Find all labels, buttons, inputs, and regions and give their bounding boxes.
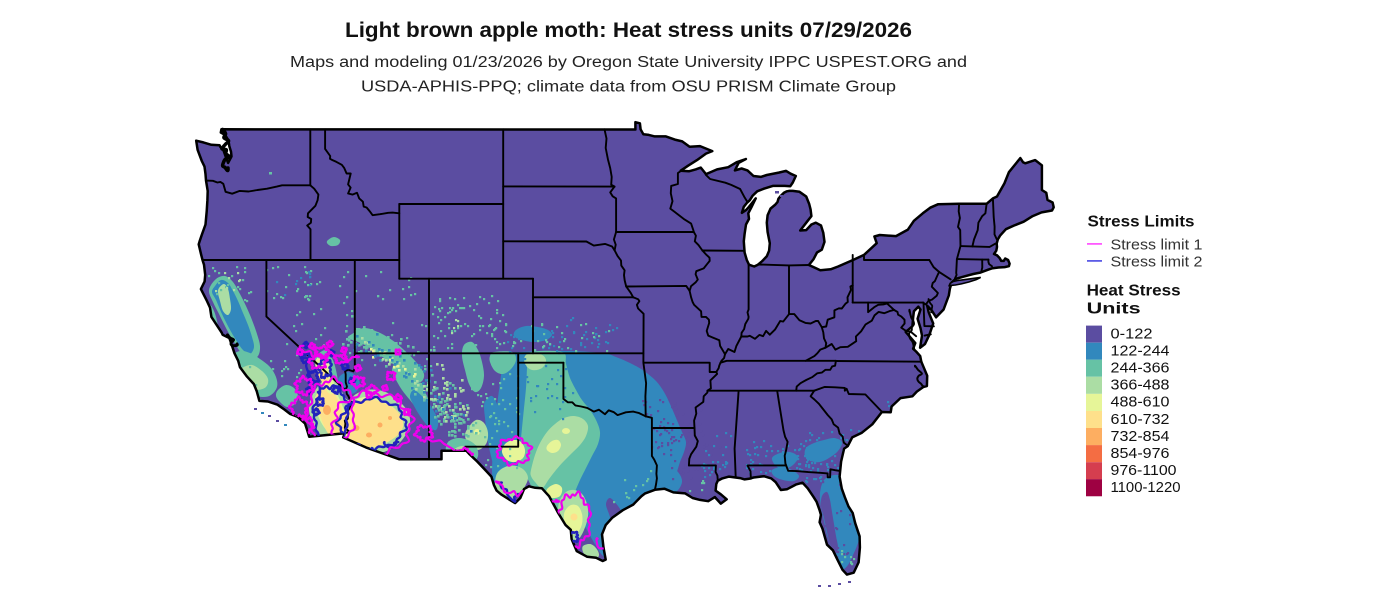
svg-text:610-732: 610-732 [1111, 412, 1170, 428]
svg-text:Maps and modeling 01/23/2026 b: Maps and modeling 01/23/2026 by Oregon S… [290, 54, 967, 71]
svg-text:976-1100: 976-1100 [1111, 463, 1177, 479]
svg-text:Stress limit 1: Stress limit 1 [1111, 237, 1203, 253]
svg-text:Heat Stress: Heat Stress [1087, 282, 1181, 299]
svg-text:244-366: 244-366 [1111, 361, 1170, 377]
svg-text:732-854: 732-854 [1111, 429, 1170, 445]
svg-text:1100-1220: 1100-1220 [1111, 480, 1181, 496]
svg-text:488-610: 488-610 [1111, 395, 1170, 411]
svg-text:854-976: 854-976 [1111, 446, 1170, 462]
svg-text:Units: Units [1087, 300, 1141, 317]
svg-text:Stress limit 2: Stress limit 2 [1111, 254, 1203, 270]
svg-text:Stress Limits: Stress Limits [1088, 213, 1195, 230]
svg-text:122-244: 122-244 [1111, 344, 1170, 360]
svg-text:366-488: 366-488 [1111, 378, 1170, 394]
svg-text:Light brown apple moth: Heat s: Light brown apple moth: Heat stress unit… [345, 19, 912, 42]
svg-text:0-122: 0-122 [1111, 326, 1153, 342]
svg-text:USDA-APHIS-PPQ; climate data f: USDA-APHIS-PPQ; climate data from OSU PR… [361, 79, 896, 96]
